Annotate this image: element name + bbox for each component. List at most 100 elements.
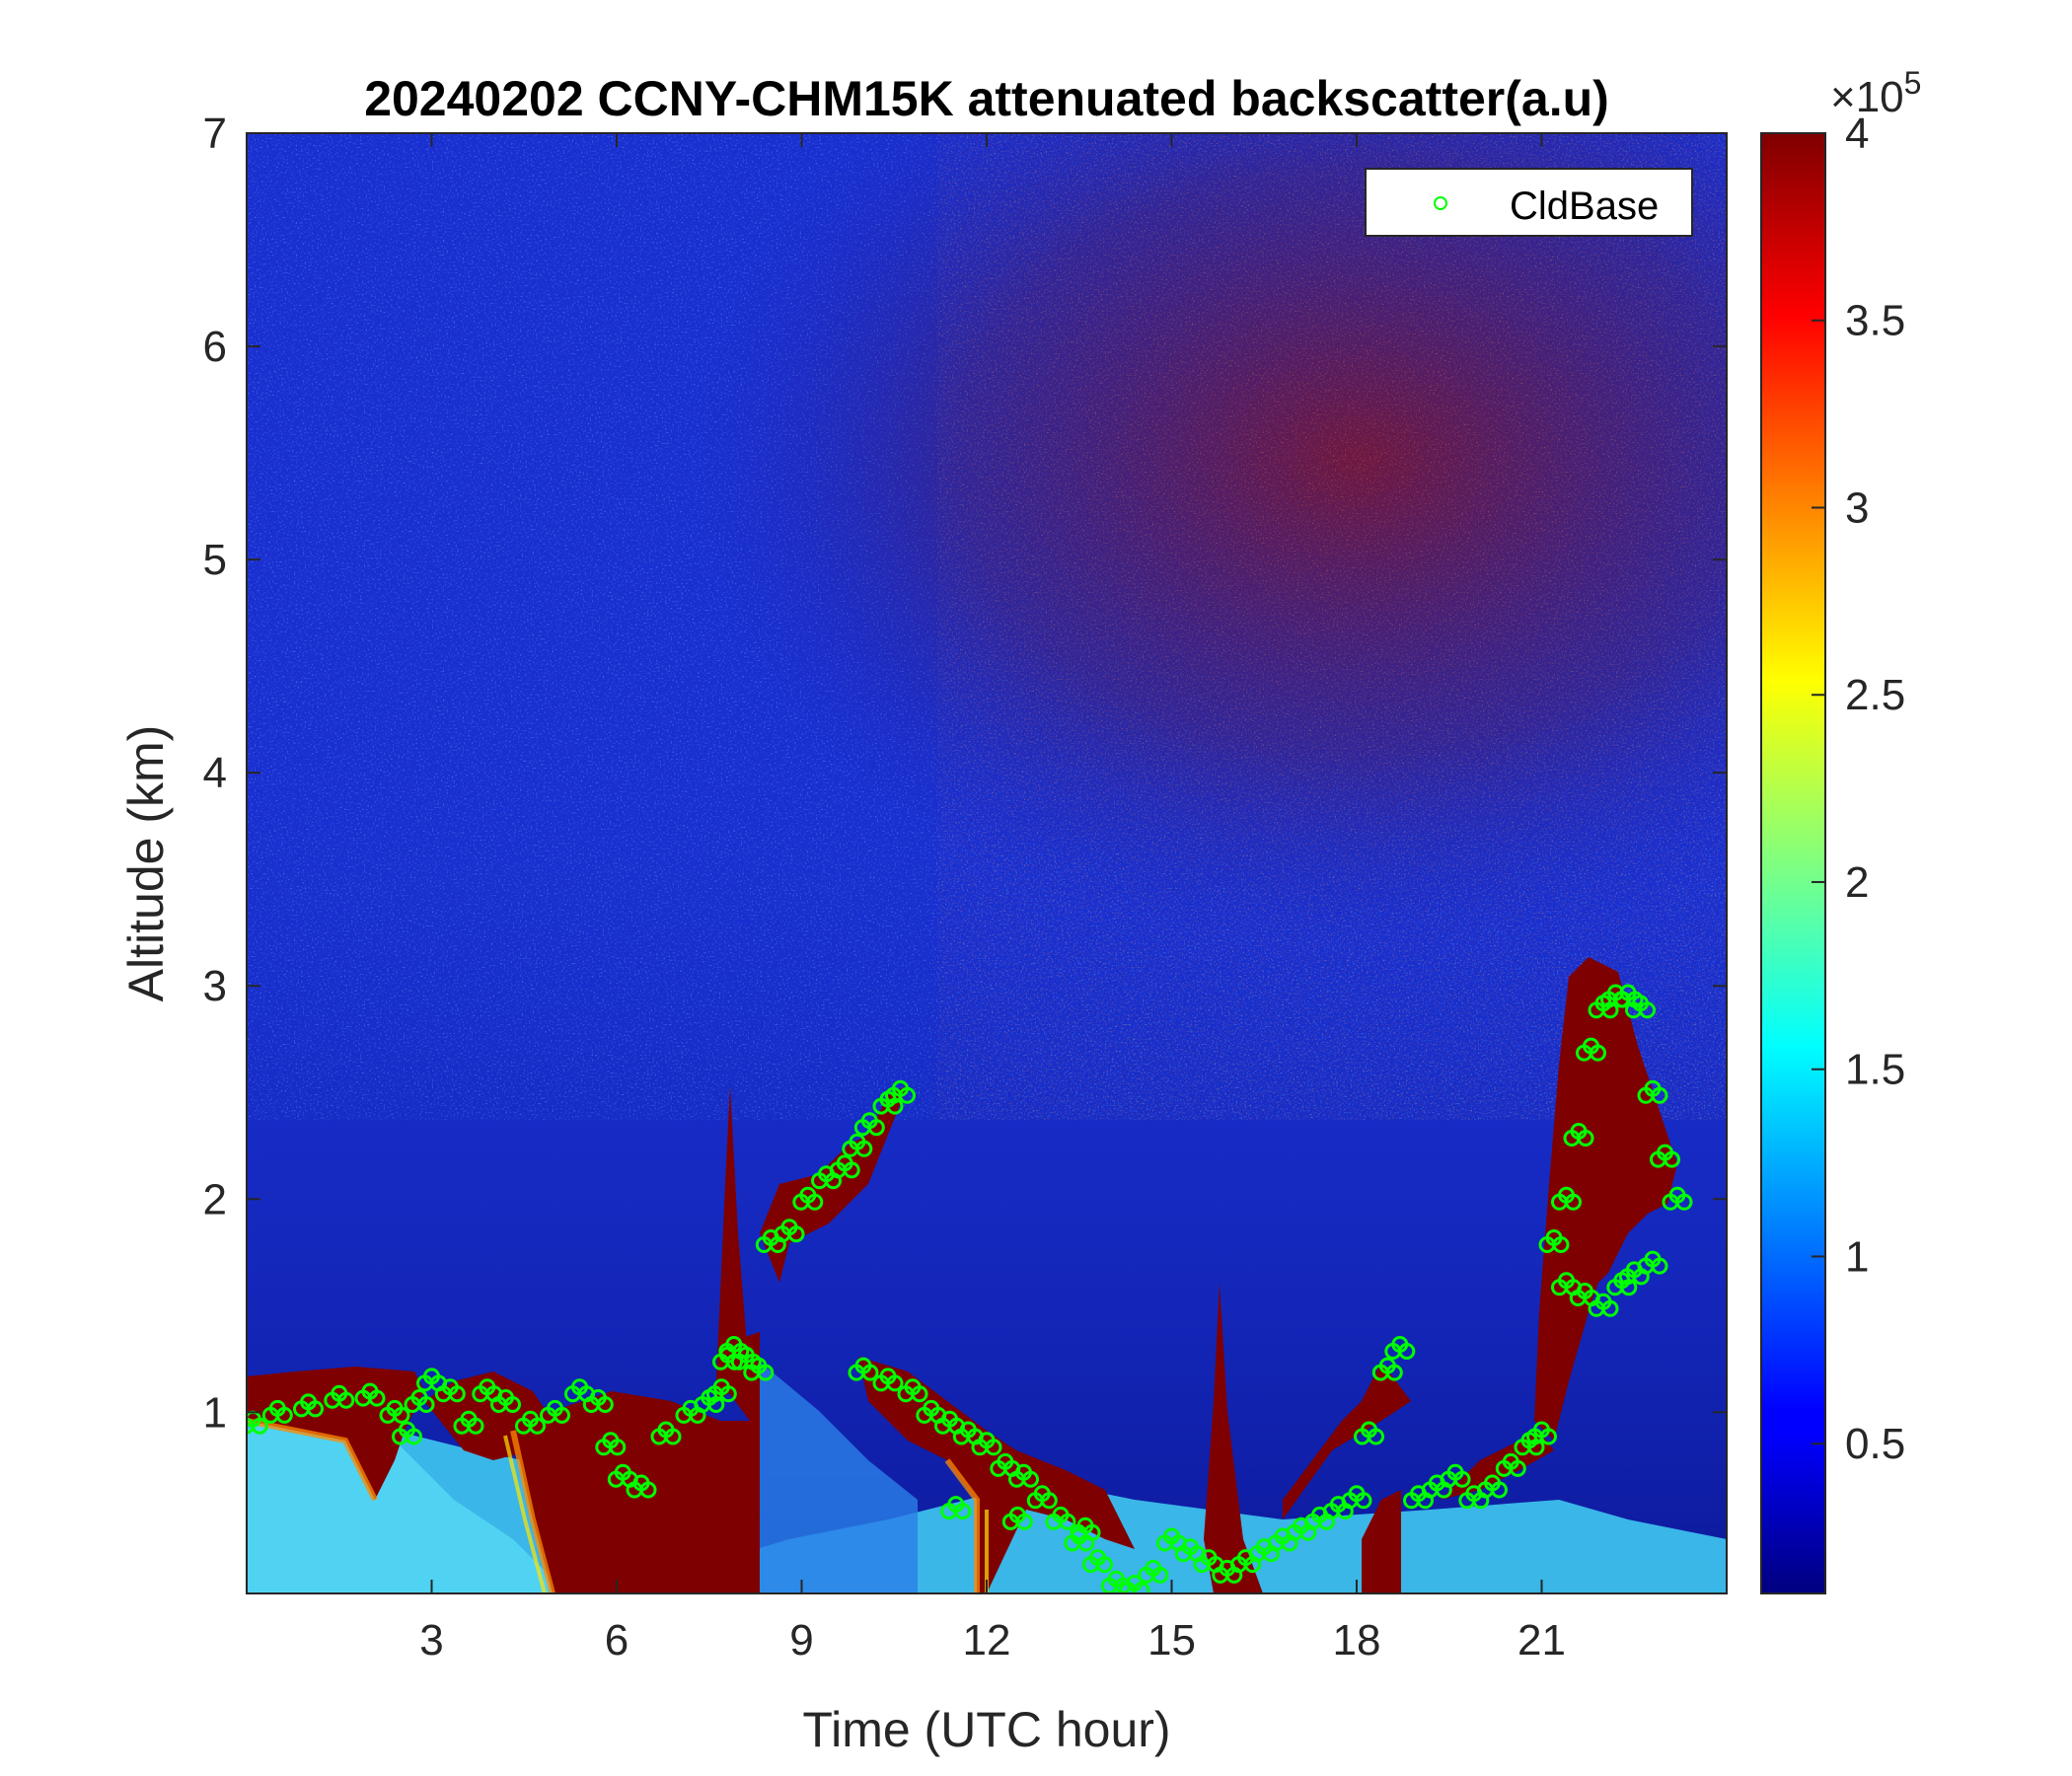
cldbase-point [1096, 1556, 1113, 1574]
legend-box [1365, 168, 1693, 237]
cldbase-point [1601, 1299, 1619, 1317]
colorbar-multiplier-base: ×10 [1830, 73, 1904, 121]
cldbase-point [757, 1364, 775, 1381]
x-tick-label: 18 [1333, 1616, 1381, 1665]
y-tick-label: 5 [203, 536, 227, 584]
legend: CldBase [1365, 168, 1693, 237]
cldbase-point [1059, 1513, 1076, 1530]
cldbase-point [596, 1396, 614, 1413]
cldbase-point [639, 1481, 657, 1499]
cloud-spike-8h [715, 1085, 750, 1401]
y-tick-label: 7 [203, 110, 227, 158]
y-tick-label: 6 [203, 323, 227, 371]
low-aerosol-layer [247, 1391, 553, 1593]
cloud-band-9-10h [760, 1085, 908, 1283]
colorbar: 0.5 1 1.5 2 2.5 3 3.5 4 ×105 [1760, 65, 1921, 1594]
y-tick-label: 1 [203, 1388, 227, 1437]
cldbase-point [307, 1400, 324, 1418]
cldbase-point [1577, 1130, 1594, 1147]
cldbase-point [1590, 1044, 1606, 1062]
cldbase-point [1083, 1523, 1101, 1541]
colorbar-tick-label: 2.5 [1845, 671, 1905, 719]
cldbase-point [1151, 1566, 1169, 1584]
colorbar-tick-label: 2 [1845, 858, 1869, 907]
x-tick-label: 12 [963, 1616, 1011, 1665]
cldbase-point [1651, 1257, 1668, 1275]
cldbase-point [664, 1428, 682, 1445]
cldbase-point [1491, 1481, 1508, 1499]
y-axis: 1 2 3 4 5 6 7 [203, 110, 1727, 1437]
colorbar-multiplier-exponent: 5 [1904, 65, 1922, 101]
cldbase-point [855, 1140, 873, 1157]
cldbase-point [1565, 1193, 1582, 1211]
x-tick-label: 15 [1147, 1616, 1196, 1665]
x-axis-label: Time (UTC hour) [802, 1702, 1170, 1757]
cldbase-point [448, 1385, 466, 1403]
cldbase-point [554, 1406, 570, 1424]
cldbase-point [1022, 1470, 1039, 1488]
colorbar-tick-label: 1.5 [1845, 1046, 1905, 1094]
cldbase-point [861, 1364, 879, 1381]
cldbase-point [787, 1225, 805, 1243]
cldbase-point [719, 1385, 737, 1403]
cldbase-point [911, 1385, 928, 1403]
x-tick-label: 6 [605, 1616, 629, 1665]
noise-speckle-red [937, 133, 1727, 1120]
colorbar-tick-label: 4 [1845, 110, 1869, 158]
cldbase-point [886, 1374, 904, 1392]
cldbase-point [1040, 1492, 1058, 1510]
cldbase-point [985, 1439, 1002, 1456]
cloud-region-17-20h [1283, 1362, 1411, 1593]
x-axis: 3 6 9 12 15 18 21 [419, 133, 1566, 1665]
cldbase-point [1664, 1150, 1680, 1168]
y-tick-label: 2 [203, 1175, 227, 1223]
cldbase-point [707, 1396, 725, 1413]
colorbar-ticks: 0.5 1 1.5 2 2.5 3 3.5 4 [1812, 110, 1905, 1468]
cldbase-point [393, 1406, 410, 1424]
cldbase-series [247, 984, 1693, 1593]
chart-title: 20240202 CCNY-CHM15K attenuated backscat… [364, 71, 1609, 126]
cldbase-point [1453, 1470, 1471, 1488]
cldbase-point [1620, 1279, 1638, 1296]
colorbar-multiplier: ×105 [1830, 65, 1921, 121]
cloud-region-early [247, 1367, 424, 1500]
y-tick-label: 4 [203, 749, 227, 797]
cldbase-point [1368, 1428, 1384, 1445]
y-tick-label: 3 [203, 962, 227, 1010]
cldbase-point [1639, 1001, 1656, 1019]
cldbase-point [1552, 1236, 1570, 1253]
cldbase-point [275, 1406, 293, 1424]
colorbar-tick-label: 3.5 [1845, 297, 1905, 345]
cldbase-point [337, 1391, 355, 1409]
cloud-region-5-8h [513, 1332, 760, 1593]
colorbar-gradient [1760, 132, 1826, 1594]
colorbar-tick-label: 0.5 [1845, 1420, 1905, 1468]
heatmap [247, 133, 1727, 1593]
x-tick-label: 3 [419, 1616, 443, 1665]
cldbase-point [1651, 1086, 1668, 1104]
colorbar-tick-label: 1 [1845, 1232, 1869, 1281]
cldbase-point [529, 1417, 546, 1435]
cldbase-point [899, 1086, 916, 1104]
legend-label: CldBase [1510, 185, 1659, 228]
cldbase-point [417, 1396, 435, 1413]
cldbase-point [251, 1417, 268, 1435]
cldbase-point [1385, 1364, 1403, 1381]
cldbase-point [954, 1503, 972, 1520]
cldbase-point [1601, 1001, 1619, 1019]
cldbase-point [1015, 1513, 1033, 1530]
cldbase-point [504, 1396, 521, 1413]
cldbase-point [1398, 1343, 1416, 1360]
legend-marker-circle-icon [1434, 196, 1447, 210]
cldbase-point [1527, 1439, 1545, 1456]
colorbar-tick-label: 3 [1845, 483, 1869, 532]
x-tick-label: 21 [1517, 1616, 1566, 1665]
cldbase-point [368, 1389, 386, 1407]
cldbase-point [806, 1193, 824, 1211]
cldbase-point [609, 1439, 627, 1456]
cldbase-point [886, 1097, 904, 1115]
cldbase-point [467, 1417, 484, 1435]
cldbase-point [406, 1428, 422, 1445]
mid-aerosol-layer [760, 1362, 918, 1593]
